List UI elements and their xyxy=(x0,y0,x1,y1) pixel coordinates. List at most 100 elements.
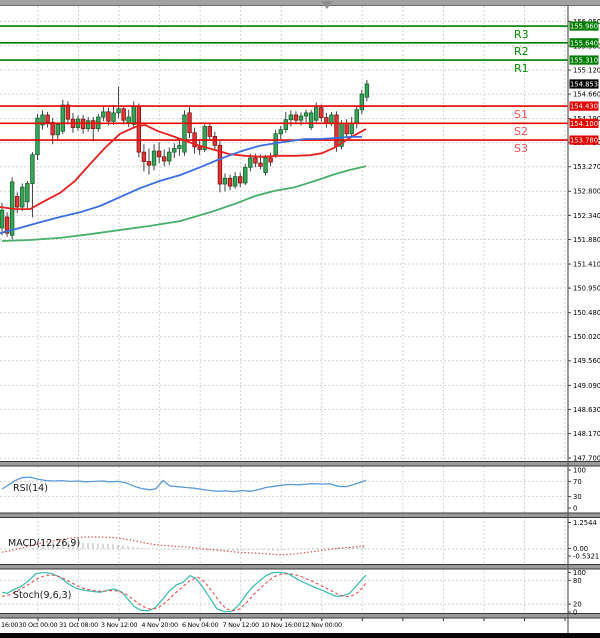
bear-candle xyxy=(334,114,339,147)
axis-price-label: 150.020 xyxy=(573,333,600,341)
axis-price-label: 0 xyxy=(573,608,577,616)
time-axis-label: 16:00 xyxy=(1,621,18,629)
bull-candle xyxy=(30,154,35,184)
bull-candle xyxy=(263,157,268,173)
bull-candle xyxy=(111,112,116,122)
bull-candle xyxy=(243,166,248,184)
axis-price-label: 152.340 xyxy=(573,212,600,220)
time-axis-label: 31 Oct 08:00 xyxy=(59,621,98,629)
bear-candle xyxy=(268,157,273,163)
bull-candle xyxy=(116,108,121,114)
moving-averages xyxy=(0,124,367,242)
axis-price-label: 100 xyxy=(573,569,586,577)
bull-candle xyxy=(35,117,40,156)
bear-candle xyxy=(253,157,258,164)
axis-price-label: 151.880 xyxy=(573,236,600,244)
svg-text:155.310: 155.310 xyxy=(570,57,598,65)
axis-price-label: 147.700 xyxy=(573,454,600,462)
rsi-line xyxy=(1,476,367,493)
axis-price-label: 150.480 xyxy=(573,309,600,317)
macd-pane-label: MACD(12,26,9) xyxy=(8,538,81,549)
bear-candle xyxy=(45,114,50,123)
rsi-pane-label: RSI(14) xyxy=(13,483,48,494)
bull-candle xyxy=(222,177,228,185)
gridlines xyxy=(0,6,568,614)
axis-price-label: 149.560 xyxy=(573,357,600,365)
svg-text:155.960: 155.960 xyxy=(570,23,598,31)
support-label-s3: S3 xyxy=(514,142,528,155)
resistance-label-r3: R3 xyxy=(514,28,529,41)
price-badge xyxy=(569,118,599,128)
time-axis-label: 4 Nov 20:00 xyxy=(141,621,178,629)
bull-candle xyxy=(349,122,354,135)
price-axis[interactable]: 156.050155.580155.120154.660154.190153.7… xyxy=(567,5,600,633)
price-badge xyxy=(569,21,599,31)
time-axis-label: 7 Nov 12:00 xyxy=(223,621,260,629)
price-badge xyxy=(569,135,599,145)
bear-candle xyxy=(237,176,243,184)
bear-candle xyxy=(293,114,299,121)
time-axis-label: 30 Oct 00:00 xyxy=(19,621,58,629)
axis-price-label: 155.120 xyxy=(573,66,600,74)
time-axis[interactable]: 16:00 30 Oct 00:00 31 Oct 08:00 3 Nov 12:00… xyxy=(1,618,566,629)
svg-text:153.780: 153.780 xyxy=(570,137,598,145)
pane-separators xyxy=(0,461,600,619)
macd-signal-line xyxy=(1,536,367,556)
resistance-label-r2: R2 xyxy=(514,45,529,58)
candlesticks xyxy=(0,79,370,240)
bull-candle xyxy=(288,114,294,121)
svg-text:154.100: 154.100 xyxy=(570,120,598,128)
bull-candle xyxy=(167,151,172,162)
bull-candle xyxy=(283,119,289,131)
window-top-edge xyxy=(0,0,600,6)
bull-candle xyxy=(151,150,157,166)
bear-candle xyxy=(91,120,96,129)
bull-candle xyxy=(177,144,182,149)
bull-candle xyxy=(101,111,106,118)
bull-candle xyxy=(60,104,66,132)
level-lines xyxy=(0,25,568,141)
axis-price-label: 70 xyxy=(573,478,582,486)
bear-candle xyxy=(156,150,162,158)
price-badge xyxy=(569,38,599,48)
bull-candle xyxy=(202,126,207,150)
stoch-d-line xyxy=(1,573,367,612)
resistance-label-r1: R1 xyxy=(514,62,529,75)
bull-candle xyxy=(85,120,91,129)
bull-candle xyxy=(248,157,253,168)
axis-price-label: 1.2544 xyxy=(573,519,597,527)
bull-candle xyxy=(25,183,30,203)
bear-candle xyxy=(4,216,10,234)
window-bottom-edge xyxy=(0,633,600,638)
bear-candle xyxy=(324,117,329,124)
bear-candle xyxy=(227,177,233,187)
axis-price-label: 150.950 xyxy=(573,284,600,292)
bull-candle xyxy=(55,123,60,136)
time-axis-label: 6 Nov 04:00 xyxy=(182,621,219,629)
price-badge xyxy=(569,55,599,65)
time-marker-icon xyxy=(321,1,333,9)
bear-candle xyxy=(207,126,212,137)
time-axis-label: 12 Nov 00:00 xyxy=(302,621,342,629)
support-label-s2: S2 xyxy=(514,125,528,138)
bull-candle xyxy=(354,109,359,124)
bear-candle xyxy=(65,104,71,120)
bull-candle xyxy=(40,114,45,126)
bull-candle xyxy=(182,114,187,153)
bull-candle xyxy=(314,107,319,121)
indicator-series xyxy=(1,476,367,613)
axis-price-label: 153.270 xyxy=(573,163,600,171)
bull-candle xyxy=(232,176,238,187)
bull-candle xyxy=(364,83,370,98)
bear-candle xyxy=(217,144,223,185)
bull-candle xyxy=(172,148,177,153)
bull-candle xyxy=(20,186,25,208)
bull-candle xyxy=(273,133,278,156)
bull-candle xyxy=(278,129,283,135)
bear-candle xyxy=(258,162,263,167)
bear-candle xyxy=(146,161,152,166)
support-label-s1: S1 xyxy=(514,108,528,121)
axis-price-label: 80 xyxy=(573,577,582,585)
